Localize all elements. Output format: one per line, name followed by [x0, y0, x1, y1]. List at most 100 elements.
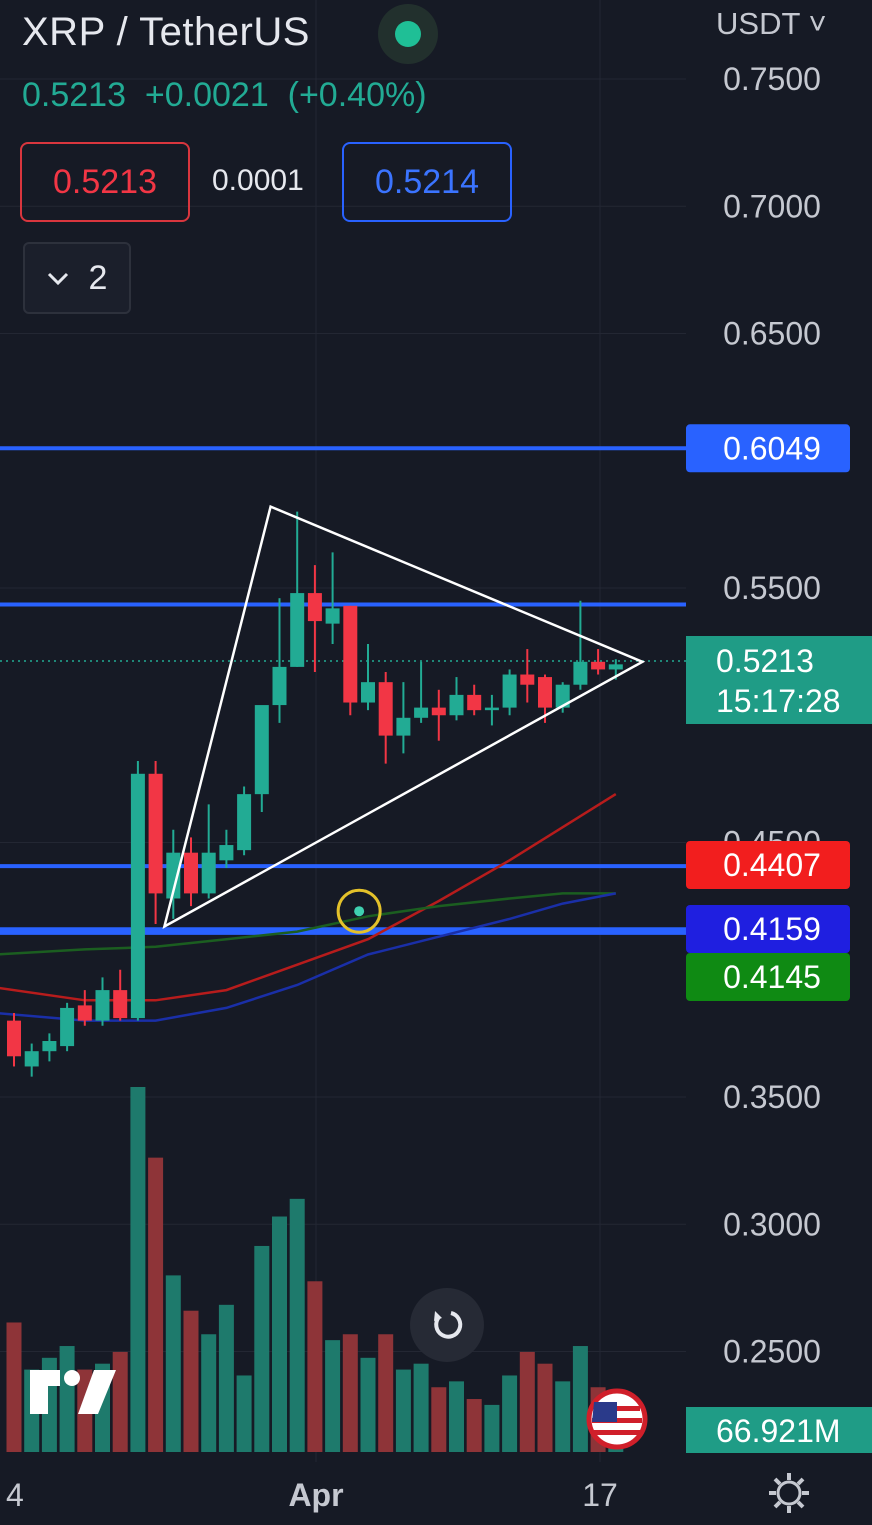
time-axis-label: 17: [582, 1477, 618, 1513]
triangle-pattern[interactable]: [162, 504, 646, 929]
candle-body: [148, 773, 163, 894]
candle-body: [130, 773, 145, 1019]
candle-body: [502, 674, 517, 708]
candle-body: [555, 684, 570, 708]
moving-average-line: [0, 892, 616, 956]
cross-marker: [336, 888, 382, 934]
candle-body: [24, 1051, 39, 1067]
volume-bar: [537, 1363, 553, 1452]
spread-value: 0.0001: [212, 164, 304, 197]
time-axis-label: 4: [6, 1477, 24, 1513]
live-status-icon: [378, 4, 438, 64]
price-axis-label: 0.3500: [723, 1079, 821, 1115]
reset-view-button[interactable]: [410, 1288, 484, 1362]
candle-body: [184, 852, 198, 894]
candle-body: [237, 794, 252, 851]
candle-body: [166, 852, 181, 899]
price-axis-label: 0.2500: [723, 1334, 821, 1370]
price-badge-label: 0.6049: [723, 430, 821, 466]
candle-body: [414, 707, 429, 718]
volume-bar: [201, 1334, 217, 1452]
price-badge-label: 0.4407: [723, 847, 821, 883]
candle-body: [343, 605, 358, 703]
candle-body: [325, 608, 340, 624]
triangle-drawing: [162, 504, 646, 929]
cross-marker-dot: [354, 906, 365, 917]
indicators-toggle[interactable]: 2: [23, 242, 131, 314]
candle-body: [608, 664, 623, 670]
price-axis-label: 0.6500: [723, 316, 821, 352]
volume-bar: [130, 1087, 146, 1452]
sell-button[interactable]: 0.5213: [20, 142, 190, 222]
price-badges: 0.6049 0.4407 0.4159 0.4145 0.5213 15:17:28 66…: [686, 424, 872, 1453]
volume-bar: [254, 1245, 270, 1452]
time-axis[interactable]: 4 Apr 17: [6, 1477, 618, 1513]
price-badge-label: 0.4159: [723, 911, 821, 947]
volume-bar: [395, 1369, 411, 1452]
volume-badge: [686, 1407, 872, 1453]
candle-body: [272, 666, 287, 706]
symbol-title[interactable]: XRP / TetherUS: [22, 10, 310, 54]
candle-body: [77, 1005, 92, 1021]
volume-bar: [466, 1399, 482, 1452]
candle-body: [7, 1020, 21, 1057]
volume-bar: [342, 1334, 358, 1452]
candle-body: [520, 674, 535, 685]
quote-line: 0.5213 +0.0021 (+0.40%): [22, 76, 427, 114]
candle-body: [396, 717, 411, 736]
candlesticks: [7, 511, 623, 1077]
candle-body: [467, 694, 482, 711]
volume-label: 66.921M: [716, 1413, 841, 1449]
price-badge: [686, 424, 850, 473]
indicators-count: 2: [88, 258, 108, 297]
candle-body: [378, 682, 393, 736]
volume-bar: [6, 1322, 22, 1452]
candle-body: [484, 707, 499, 711]
volume-bar: [307, 1281, 323, 1452]
currency-selector[interactable]: USDT ˅: [716, 6, 827, 41]
candle-body: [201, 852, 216, 894]
current-price-badge: [686, 636, 872, 724]
candle-body: [307, 593, 322, 622]
candle-body: [254, 705, 269, 795]
chevron-down-icon: [47, 272, 68, 286]
price-badge: [686, 953, 850, 1001]
candle-body: [219, 845, 234, 861]
volume-bar: [555, 1381, 571, 1452]
volume-bar: [325, 1340, 341, 1452]
price-axis-label: 0.7500: [723, 61, 821, 97]
us-flag-icon[interactable]: [586, 1388, 648, 1450]
price-badge: [686, 905, 850, 953]
volume-bar: [484, 1404, 500, 1452]
volume-bar: [183, 1310, 199, 1452]
moving-averages: [0, 793, 617, 1022]
countdown-label: 15:17:28: [716, 683, 841, 719]
candle-body: [573, 661, 588, 685]
volume-bar: [378, 1334, 394, 1452]
settings-gear-icon[interactable]: [766, 1470, 812, 1516]
volume-bar: [572, 1346, 588, 1452]
candle-body: [538, 677, 552, 708]
price-axis-label: 0.3000: [723, 1206, 821, 1242]
volume-bar: [360, 1357, 376, 1452]
replay-icon: [434, 1311, 463, 1339]
candle-body: [290, 593, 305, 667]
candle-body: [42, 1041, 57, 1052]
candle-body: [431, 707, 446, 716]
price-badge: [686, 841, 850, 889]
price-axis-label: 0.7000: [723, 188, 821, 224]
volume-bar: [519, 1351, 535, 1452]
volume-bar: [289, 1198, 305, 1452]
horizontal-lines[interactable]: [0, 446, 686, 935]
volume-bar: [502, 1375, 518, 1452]
candle-body: [113, 990, 128, 1019]
volume-bar: [218, 1304, 234, 1452]
candle-body: [60, 1007, 75, 1047]
candle-body: [591, 661, 606, 670]
candle-body: [361, 682, 375, 703]
cross-marker-ring: [336, 888, 382, 934]
tradingview-logo-icon[interactable]: [26, 1364, 120, 1420]
volume-bar: [449, 1381, 464, 1452]
price-badge-label: 0.4145: [723, 959, 821, 995]
buy-button[interactable]: 0.5214: [342, 142, 512, 222]
